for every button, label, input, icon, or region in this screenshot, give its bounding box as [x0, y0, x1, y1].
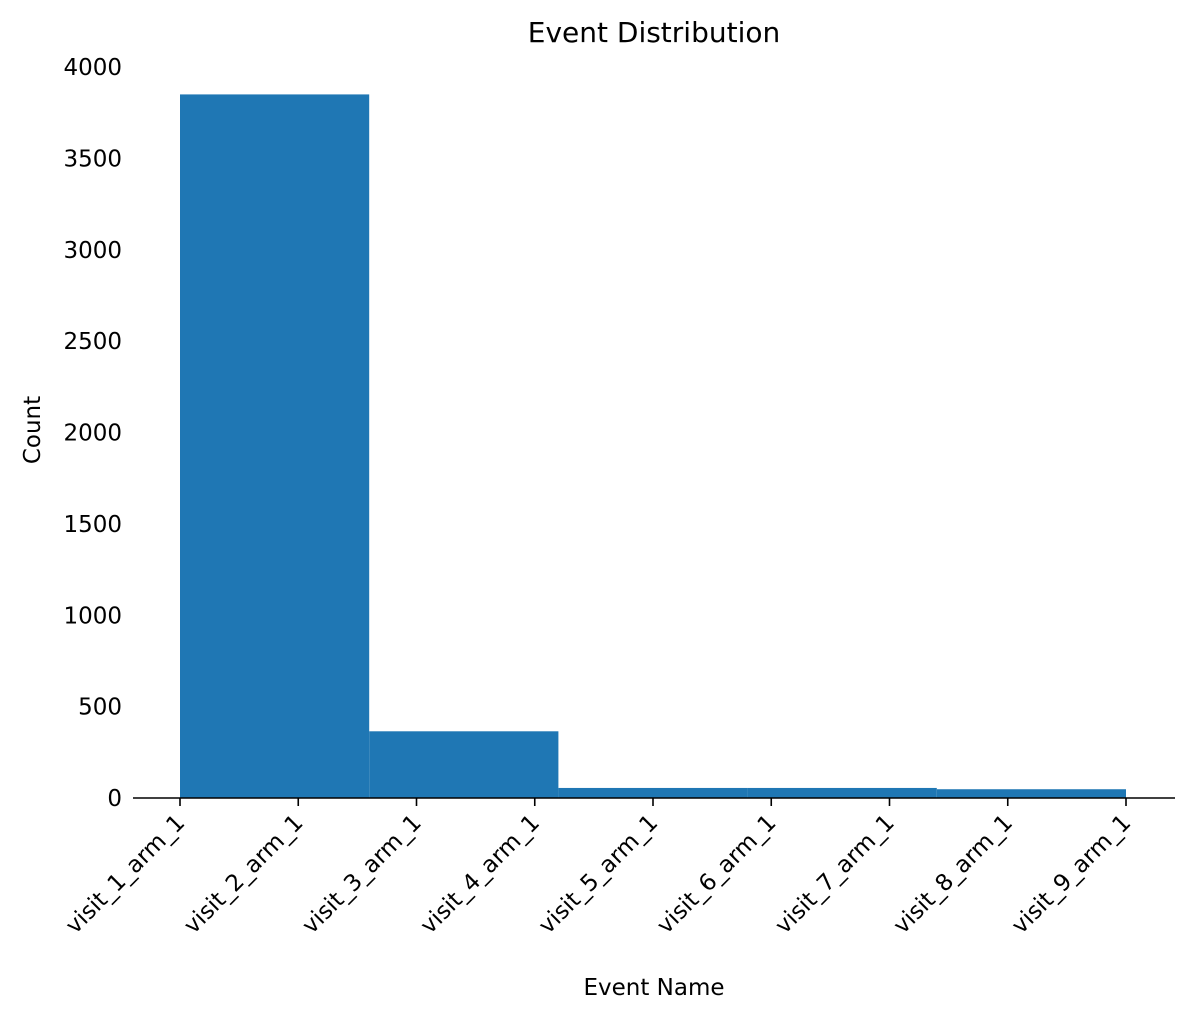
x-tick-label: visit_9_arm_1	[1007, 810, 1136, 939]
x-tick-label: visit_1_arm_1	[61, 810, 190, 939]
x-axis-ticks: visit_1_arm_1visit_2_arm_1visit_3_arm_1v…	[61, 798, 1136, 939]
y-tick-label: 4000	[63, 55, 122, 81]
x-tick-label: visit_8_arm_1	[889, 810, 1018, 939]
y-tick-label: 3500	[63, 146, 122, 172]
y-tick-label: 2500	[63, 329, 122, 355]
y-tick-label: 3000	[63, 238, 122, 264]
chart-title: Event Distribution	[528, 16, 780, 49]
bar-1	[180, 94, 370, 799]
x-tick-label: visit_4_arm_1	[416, 810, 545, 939]
y-tick-label: 1000	[63, 603, 122, 629]
bar-3	[558, 787, 748, 798]
x-tick-label: visit_5_arm_1	[534, 810, 663, 939]
x-tick-label: visit_3_arm_1	[298, 810, 427, 939]
bar-5	[936, 789, 1126, 798]
y-tick-label: 1500	[63, 512, 122, 538]
y-axis-label: Count	[20, 396, 46, 464]
bar-2	[369, 731, 559, 798]
bar-4	[747, 787, 937, 798]
x-tick-label: visit_6_arm_1	[652, 810, 781, 939]
y-axis-ticks: 0 500 1000 1500 2000 2500 3000 3500 4000	[63, 55, 122, 812]
bars-group	[180, 94, 1126, 799]
y-tick-label: 0	[107, 786, 122, 812]
y-tick-label: 500	[78, 695, 122, 721]
x-tick-label: visit_2_arm_1	[179, 810, 308, 939]
x-tick-label: visit_7_arm_1	[771, 810, 900, 939]
x-axis-label: Event Name	[583, 975, 724, 1001]
y-tick-label: 2000	[63, 421, 122, 447]
